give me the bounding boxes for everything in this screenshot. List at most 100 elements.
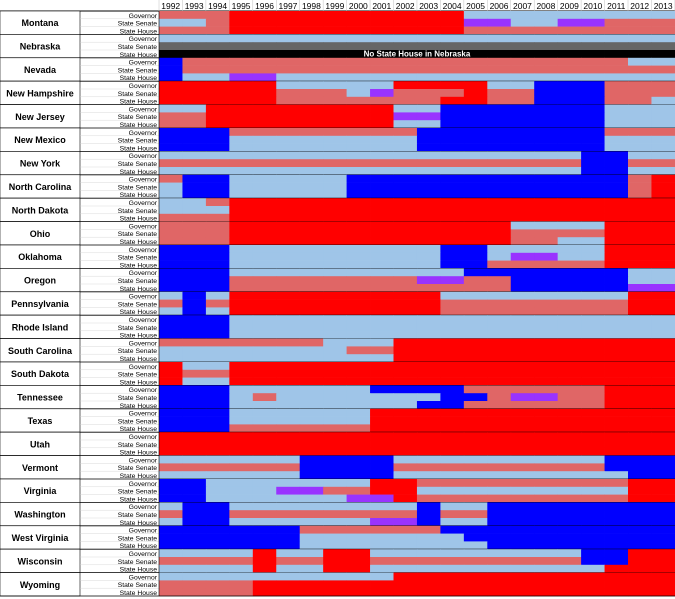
cell-wyoming-2001-1 — [370, 580, 394, 589]
cell-virginia-2009-2 — [557, 494, 582, 503]
cell-washington-2003-0 — [416, 502, 441, 511]
cell-north-carolina-2004-1 — [440, 182, 465, 191]
cell-oklahoma-2009-1 — [557, 252, 582, 261]
cell-montana-2010-0 — [581, 11, 605, 20]
cell-south-dakota-1998-1 — [299, 369, 324, 378]
cell-oregon-2000-2 — [346, 284, 371, 293]
cell-tennessee-1998-1 — [299, 393, 324, 402]
cell-north-carolina-2004-0 — [440, 174, 465, 183]
cell-utah-1994-0 — [205, 432, 230, 441]
cell-north-carolina-1998-2 — [299, 190, 324, 199]
cell-montana-2013-1 — [651, 18, 675, 27]
cell-new-mexico-2002-2 — [393, 143, 418, 152]
cell-texas-1993-1 — [182, 416, 207, 425]
cell-north-carolina-2002-0 — [393, 174, 418, 183]
cell-oklahoma-2010-0 — [581, 245, 605, 254]
cell-wisconsin-2008-2 — [534, 564, 559, 573]
cell-new-mexico-1995-2 — [229, 143, 254, 152]
cell-nevada-2000-0 — [346, 57, 371, 66]
cell-new-york-2012-2 — [628, 167, 652, 176]
cell-north-dakota-2013-1 — [651, 206, 675, 215]
cell-montana-2003-1 — [416, 18, 441, 27]
cell-new-hampshire-1996-0 — [252, 81, 277, 90]
cell-new-york-2005-1 — [463, 159, 488, 168]
cell-west-virginia-1999-0 — [323, 525, 347, 534]
row-label-virginia-0: Governor — [129, 481, 158, 488]
cell-north-dakota-1995-2 — [229, 213, 254, 222]
cell-north-dakota-2004-2 — [440, 213, 465, 222]
cell-wisconsin-2011-1 — [604, 557, 629, 566]
cell-nevada-2007-2 — [510, 73, 535, 82]
cell-oklahoma-1996-0 — [252, 245, 277, 254]
cell-north-carolina-1992-0 — [159, 174, 183, 183]
cell-texas-2010-0 — [581, 408, 605, 417]
cell-north-dakota-1993-2 — [182, 213, 207, 222]
cell-north-dakota-1999-1 — [323, 206, 347, 215]
cell-nevada-2010-1 — [581, 65, 605, 74]
cell-new-hampshire-2002-0 — [393, 81, 418, 90]
cell-wyoming-1996-0 — [252, 572, 277, 581]
cell-new-york-2011-2 — [604, 167, 629, 176]
cell-washington-1992-2 — [159, 518, 183, 527]
cell-south-carolina-1997-1 — [276, 346, 301, 355]
cell-nevada-1998-1 — [299, 65, 324, 74]
cell-wisconsin-2006-1 — [487, 557, 512, 566]
cell-rhode-island-2011-1 — [604, 323, 629, 332]
cell-oregon-2012-1 — [628, 276, 652, 285]
cell-wisconsin-2009-1 — [557, 557, 582, 566]
cell-utah-2013-1 — [651, 440, 675, 449]
cell-virginia-1995-0 — [229, 479, 254, 488]
cell-north-carolina-2007-1 — [510, 182, 535, 191]
cell-wisconsin-1993-1 — [182, 557, 207, 566]
cell-new-hampshire-2001-2 — [370, 96, 394, 105]
cell-tennessee-2005-0 — [463, 385, 488, 394]
cell-utah-1998-0 — [299, 432, 324, 441]
year-label-1998: 1998 — [302, 1, 321, 11]
cell-south-dakota-1992-1 — [159, 369, 183, 378]
cell-new-mexico-1993-1 — [182, 135, 207, 144]
cell-pennsylvania-1992-1 — [159, 299, 183, 308]
cell-wyoming-1993-1 — [182, 580, 207, 589]
cell-nebraska-2003-1 — [416, 42, 441, 51]
state-label-pennsylvania: Pennsylvania — [11, 299, 70, 309]
cell-ohio-1992-2 — [159, 237, 183, 246]
cell-north-carolina-2013-2 — [651, 190, 675, 199]
cell-washington-1997-2 — [276, 518, 301, 527]
cell-oregon-1996-0 — [252, 268, 277, 277]
cell-wyoming-2010-1 — [581, 580, 605, 589]
cell-rhode-island-2003-2 — [416, 330, 441, 339]
cell-utah-2002-0 — [393, 432, 418, 441]
cell-texas-1997-0 — [276, 408, 301, 417]
cell-washington-2010-2 — [581, 518, 605, 527]
cell-utah-2003-1 — [416, 440, 441, 449]
cell-north-carolina-2003-1 — [416, 182, 441, 191]
cell-oregon-2002-1 — [393, 276, 418, 285]
cell-south-carolina-2006-2 — [487, 354, 512, 363]
cell-south-carolina-2008-1 — [534, 346, 559, 355]
cell-ohio-2011-1 — [604, 229, 629, 238]
cell-new-mexico-1992-1 — [159, 135, 183, 144]
cell-nebraska-1997-2 — [276, 50, 301, 59]
cell-utah-1994-2 — [205, 447, 230, 456]
cell-new-york-2011-0 — [604, 151, 629, 160]
cell-virginia-1993-1 — [182, 486, 207, 495]
cell-washington-2006-0 — [487, 502, 512, 511]
cell-new-hampshire-1993-0 — [182, 81, 207, 90]
cell-nebraska-1997-0 — [276, 34, 301, 43]
cell-washington-2007-0 — [510, 502, 535, 511]
cell-washington-2008-1 — [534, 510, 559, 519]
cell-washington-1995-0 — [229, 502, 254, 511]
cell-wyoming-2009-2 — [557, 588, 582, 597]
cell-tennessee-2011-1 — [604, 393, 629, 402]
cell-vermont-1993-1 — [182, 463, 207, 472]
cell-pennsylvania-1993-0 — [182, 291, 207, 300]
cell-ohio-1996-2 — [252, 237, 277, 246]
cell-vermont-2009-0 — [557, 455, 582, 464]
cell-ohio-1997-0 — [276, 221, 301, 230]
cell-north-dakota-2007-1 — [510, 206, 535, 215]
cell-new-york-1999-2 — [323, 167, 347, 176]
cell-nebraska-1999-0 — [323, 34, 347, 43]
cell-north-dakota-2005-0 — [463, 198, 488, 207]
cell-oklahoma-1998-1 — [299, 252, 324, 261]
cell-wyoming-2009-0 — [557, 572, 582, 581]
